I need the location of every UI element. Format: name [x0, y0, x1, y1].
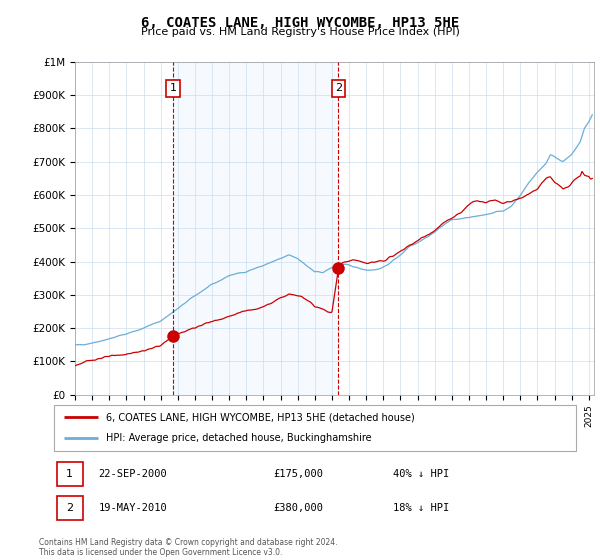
Text: 19-MAY-2010: 19-MAY-2010 [98, 503, 167, 513]
Text: 6, COATES LANE, HIGH WYCOMBE, HP13 5HE (detached house): 6, COATES LANE, HIGH WYCOMBE, HP13 5HE (… [106, 412, 415, 422]
Text: Contains HM Land Registry data © Crown copyright and database right 2024.
This d: Contains HM Land Registry data © Crown c… [39, 538, 337, 557]
Text: £175,000: £175,000 [273, 469, 323, 479]
Bar [56, 461, 83, 486]
Text: HPI: Average price, detached house, Buckinghamshire: HPI: Average price, detached house, Buck… [106, 433, 372, 444]
Bar [56, 496, 83, 520]
Text: 18% ↓ HPI: 18% ↓ HPI [394, 503, 449, 513]
Text: £380,000: £380,000 [273, 503, 323, 513]
Text: Price paid vs. HM Land Registry's House Price Index (HPI): Price paid vs. HM Land Registry's House … [140, 27, 460, 37]
Text: 1: 1 [66, 469, 73, 479]
Text: 2: 2 [66, 503, 73, 513]
Text: 6, COATES LANE, HIGH WYCOMBE, HP13 5HE: 6, COATES LANE, HIGH WYCOMBE, HP13 5HE [141, 16, 459, 30]
Text: 40% ↓ HPI: 40% ↓ HPI [394, 469, 449, 479]
Bar [173, 62, 338, 395]
Text: 2: 2 [335, 83, 342, 94]
Text: 1: 1 [169, 83, 176, 94]
Text: 22-SEP-2000: 22-SEP-2000 [98, 469, 167, 479]
